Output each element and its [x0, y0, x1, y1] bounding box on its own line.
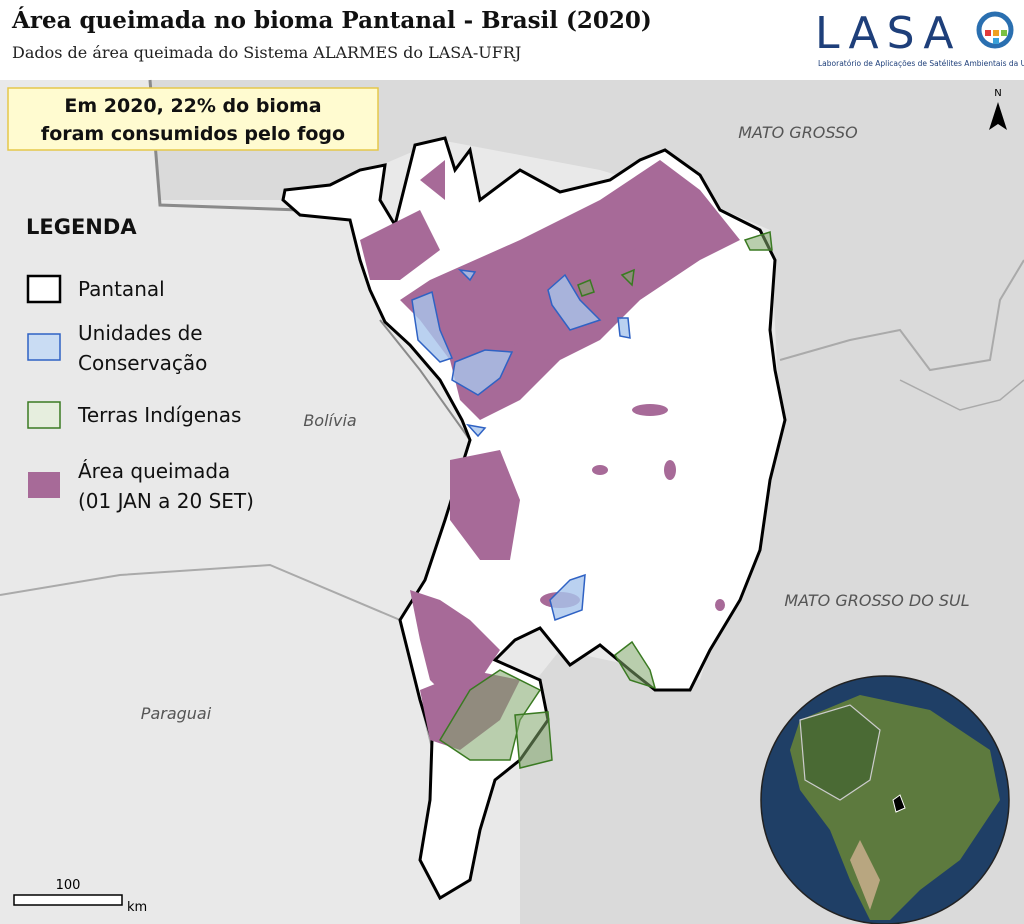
north-label: N — [994, 88, 1001, 99]
title: Área queimada no bioma Pantanal - Brasil… — [11, 7, 652, 34]
callout-text: foram consumidos pelo fogo — [41, 123, 345, 145]
logo-tagline: Laboratório de Aplicações de Satélites A… — [818, 59, 1024, 68]
north-arrow — [989, 102, 1007, 130]
region-label: Bolívia — [303, 411, 356, 430]
indigenous-lands — [438, 231, 773, 769]
header-bg — [0, 0, 1024, 80]
scale-value: 100 — [56, 878, 81, 893]
legend-title: LEGENDA — [26, 215, 137, 239]
logo-icon — [976, 11, 1014, 49]
legend-label: Área queimada — [78, 459, 230, 483]
legend-label: Conservação — [78, 351, 207, 375]
legend-label: Pantanal — [78, 277, 165, 301]
legend-labels: Pantanal Unidades de Conservação Terras Ind… — [77, 277, 254, 513]
legend-swatch — [27, 401, 61, 429]
legend-label: (01 JAN a 20 SET) — [78, 489, 254, 513]
scale-bar — [13, 894, 123, 906]
legend-label: Terras Indígenas — [77, 403, 241, 427]
legend-label: Unidades de — [78, 321, 203, 345]
logo-text: LASA — [815, 8, 961, 59]
pantanal-outline — [281, 136, 787, 901]
subtitle: Dados de área queimada do Sistema ALARME… — [12, 43, 521, 62]
callout-box — [7, 87, 379, 151]
legend-swatch — [26, 274, 62, 304]
region-label: MATO GROSSO — [738, 123, 857, 142]
scale-unit: km — [127, 900, 147, 915]
region-label: MATO GROSSO DO SUL — [784, 591, 969, 610]
inset-globe — [760, 675, 1010, 924]
legend-swatch — [28, 472, 60, 498]
region-label: Paraguai — [141, 704, 212, 723]
legend-swatch — [27, 333, 61, 361]
conservation-units — [411, 268, 631, 621]
callout-text: Em 2020, 22% do bioma — [64, 95, 321, 117]
